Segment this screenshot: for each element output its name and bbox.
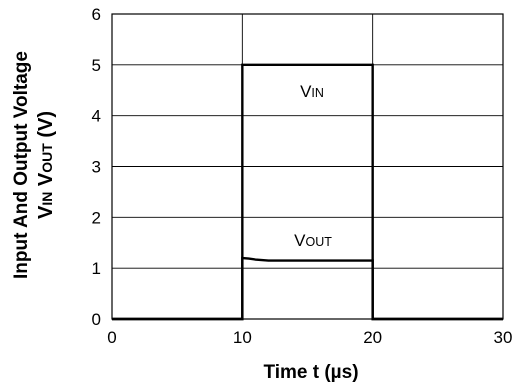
y-axis-title-unit: (V) [35, 111, 57, 143]
x-tick-label: 0 [107, 328, 116, 347]
x-tick-label: 30 [494, 328, 513, 347]
y-ticks: 0 1 2 3 4 5 6 [92, 5, 101, 329]
y-axis-title-line-2: VIN VOUT (V) [35, 111, 57, 219]
series-line-vin [112, 63, 503, 321]
y-axis-title-line-1: Input And Output Voltage [11, 51, 32, 279]
series-label-vout: VOUT [294, 231, 332, 250]
y-tick-label: 6 [92, 5, 101, 24]
y-tick-label: 5 [92, 56, 101, 75]
y-tick-label: 2 [92, 208, 101, 227]
x-tick-label: 20 [363, 328, 382, 347]
series-label-vin: VIN [300, 82, 324, 101]
y-axis-title-v: V [35, 205, 57, 219]
y-tick-label: 4 [92, 107, 101, 126]
plot-frame [111, 13, 504, 320]
y-tick-label: 3 [92, 158, 101, 177]
y-tick-label: 1 [92, 259, 101, 278]
y-axis-title-out: OUT [39, 143, 55, 173]
series-label-subscript: IN [311, 86, 324, 100]
series-label-initial: V [294, 231, 306, 250]
series-label-initial: V [300, 82, 312, 101]
y-axis-title-in: IN [39, 192, 55, 206]
series-label-subscript: OUT [305, 235, 332, 249]
grid [111, 13, 504, 320]
series-group [112, 63, 503, 321]
x-tick-label: 10 [233, 328, 252, 347]
x-axis-title: Time t (µs) [263, 362, 358, 383]
series-line-vout [112, 256, 503, 321]
x-ticks: 0 10 20 30 [107, 328, 512, 347]
y-axis-title-v2: V [35, 172, 57, 192]
y-tick-label: 0 [92, 310, 101, 329]
